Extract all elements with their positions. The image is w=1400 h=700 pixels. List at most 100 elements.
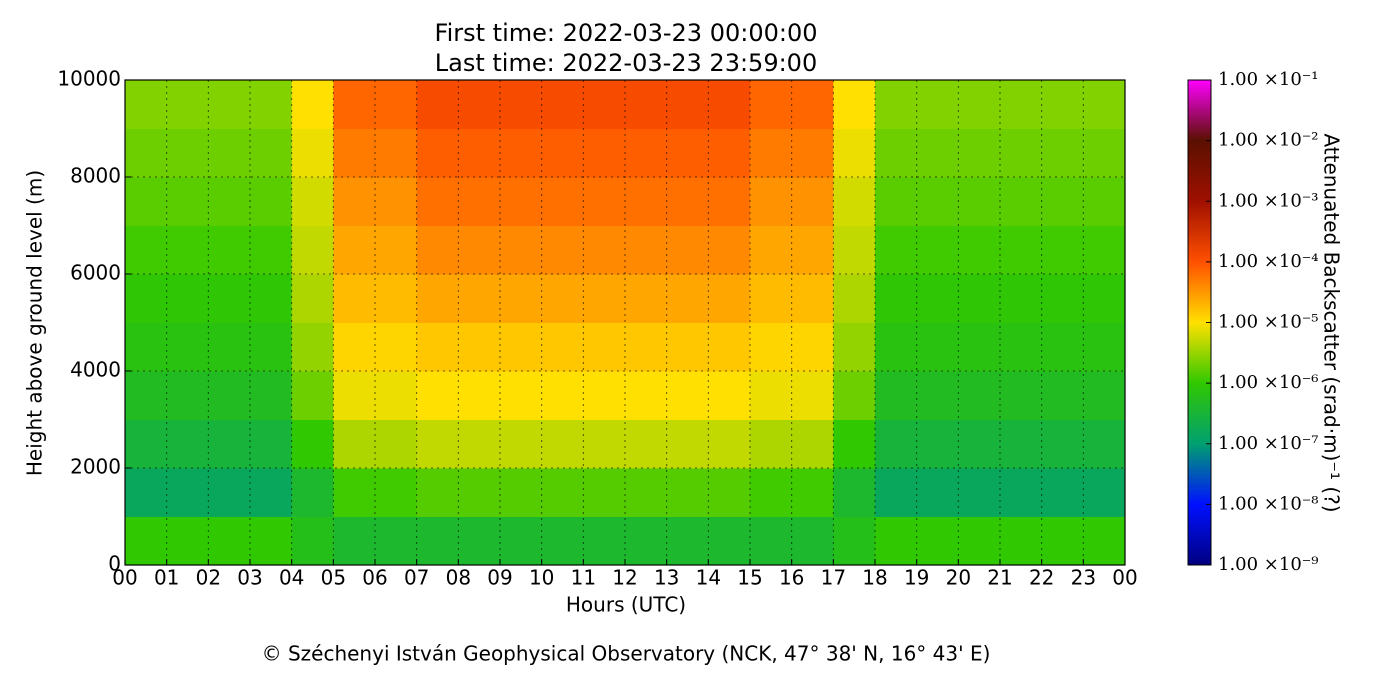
heatmap-cell [875,322,918,372]
heatmap-cell [1041,128,1084,178]
heatmap-cell [1083,274,1126,323]
heatmap-cell [458,177,501,226]
heatmap-cell [583,419,626,469]
heatmap-cell [875,177,918,226]
heatmap-cell [125,516,168,566]
heatmap-cell [708,371,751,420]
heatmap-cell [958,468,1001,517]
x-tick-label: 19 [904,566,929,590]
heatmap-cell [583,371,626,420]
x-tick-label: 00 [112,566,137,590]
heatmap-cell [958,225,1001,275]
heatmap-cell [166,128,209,178]
x-tick-label: 09 [487,566,512,590]
heatmap-cell [416,322,459,372]
heatmap-cell [875,516,918,566]
heatmap-cell [541,419,584,469]
heatmap-cell [250,371,293,420]
heatmap-cell [791,371,834,420]
heatmap-cell [1041,371,1084,420]
heatmap-cell [375,371,418,420]
heatmap-cell [1000,177,1043,226]
heatmap-cell [208,177,251,226]
heatmap-cell [416,274,459,323]
heatmap-cell [666,371,709,420]
heatmap-cell [666,225,709,275]
heatmap-cell [791,419,834,469]
heatmap-cell [833,371,876,420]
heatmap-cell [416,225,459,275]
heatmap-cell [666,177,709,226]
heatmap-cell [583,128,626,178]
heatmap-cell [750,371,793,420]
heatmap-cell [541,177,584,226]
heatmap-cell [166,177,209,226]
heatmap-cell [250,80,293,129]
heatmap-cell [916,371,959,420]
heatmap-cell [750,419,793,469]
heatmap-cell [375,177,418,226]
heatmap-cell [125,274,168,323]
heatmap-cell [666,516,709,566]
heatmap-cell [125,80,168,129]
heatmap-cell [1041,274,1084,323]
heatmap-cell [166,322,209,372]
heatmap-cell [416,468,459,517]
heatmap-cell [625,128,668,178]
heatmap-cell [500,128,543,178]
heatmap-cell [916,516,959,566]
heatmap-cell [875,419,918,469]
heatmap-cell [583,516,626,566]
x-tick-label: 17 [821,566,846,590]
heatmap-cell [208,468,251,517]
heatmap-cell [291,468,334,517]
heatmap-cell [916,419,959,469]
heatmap-cell [125,225,168,275]
x-tick-label: 12 [612,566,637,590]
heatmap-cell [583,468,626,517]
heatmap-cell [625,468,668,517]
heatmap-cell [125,468,168,517]
heatmap-cell [708,322,751,372]
colorbar-tick-label: 1.00 ×10⁻² [1218,130,1319,151]
heatmap-cell [541,225,584,275]
heatmap-cell [541,274,584,323]
heatmap-cell [916,225,959,275]
heatmap-cell [500,225,543,275]
heatmap-cell [208,322,251,372]
heatmap-cell [208,419,251,469]
heatmap-cell [958,177,1001,226]
heatmap-cell [833,274,876,323]
heatmap-cell [166,371,209,420]
heatmap-cell [208,516,251,566]
heatmap-cell [1041,322,1084,372]
heatmap-cell [458,371,501,420]
heatmap-cell [291,80,334,129]
heatmap-cell [375,274,418,323]
heatmap-cell [1041,177,1084,226]
heatmap-cell [291,274,334,323]
heatmap-cell [666,274,709,323]
x-tick-label: 03 [237,566,262,590]
heatmap-cell [125,322,168,372]
heatmap-cell [833,516,876,566]
heatmap-cell [916,468,959,517]
heatmap-cell [291,419,334,469]
heatmap-cell [333,322,376,372]
heatmap-cell [125,371,168,420]
heatmap-cell [458,80,501,129]
heatmap-cell [416,128,459,178]
heatmap-cell [333,516,376,566]
heatmap-cell [833,322,876,372]
heatmap-cell [166,274,209,323]
heatmap-cell [791,274,834,323]
heatmap-cell [416,419,459,469]
x-tick-label: 20 [946,566,971,590]
heatmap-cell [375,128,418,178]
heatmap-cell [416,177,459,226]
heatmap-cell [1083,177,1126,226]
heatmap-cell [916,322,959,372]
x-axis-label: Hours (UTC) [566,593,686,617]
heatmap-cell [833,468,876,517]
heatmap-cell [1083,128,1126,178]
